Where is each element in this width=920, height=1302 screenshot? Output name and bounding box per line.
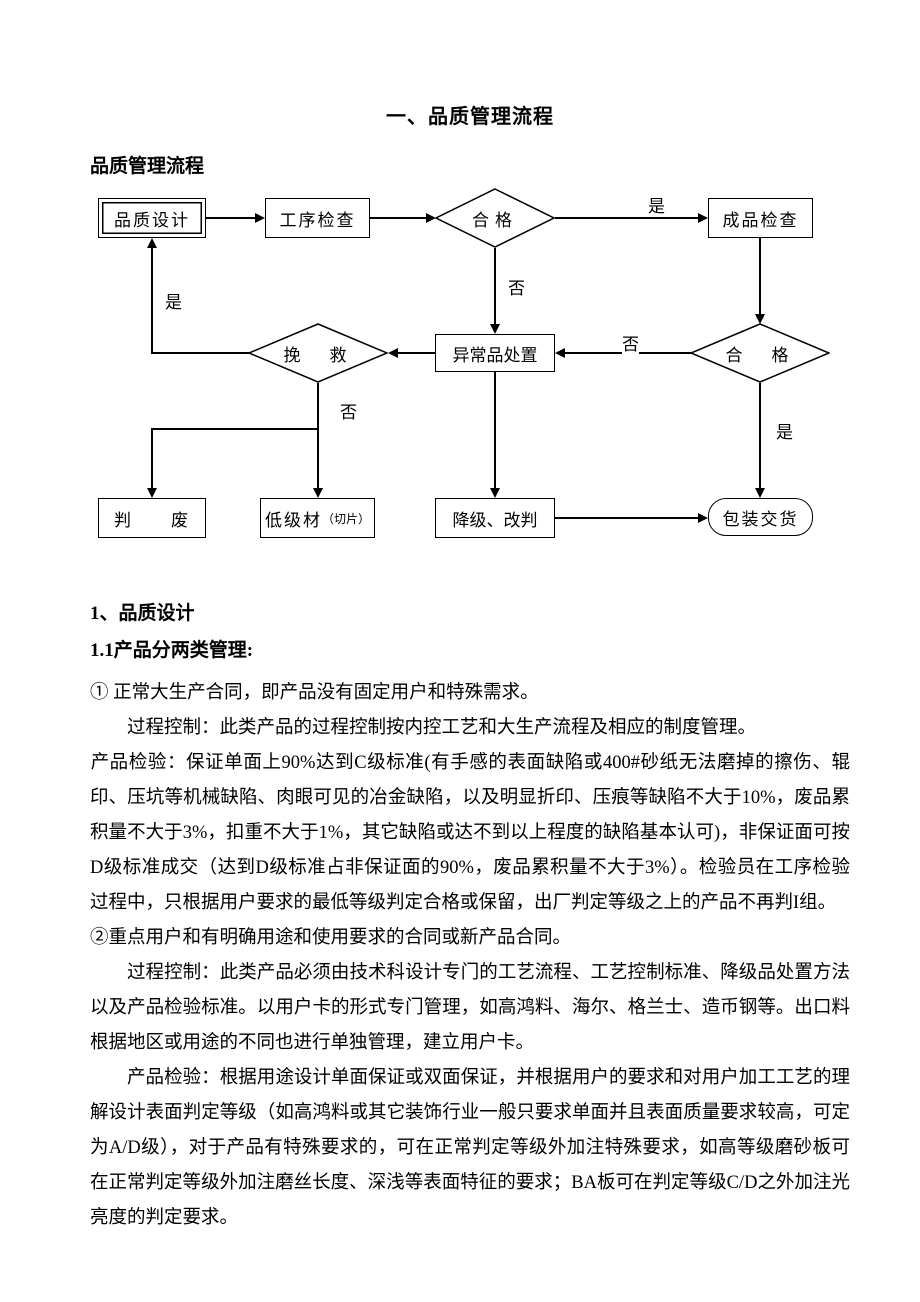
node-label: 降级、改判 — [453, 506, 538, 531]
arrow-head-icon — [490, 488, 500, 498]
node-label: 合格 — [472, 206, 518, 231]
section-heading-1-1: 1.1产品分两类管理: — [90, 635, 850, 662]
node-rescue: 挽 救 — [248, 323, 388, 383]
edge — [151, 352, 249, 354]
arrow-head-icon — [147, 488, 157, 498]
quality-flowchart: 品质设计 工序检查 合格 成品检查 挽 救 异常品处置 合 格 判 废 低级 — [90, 188, 850, 568]
paragraph: ① 正常大生产合同，即产品没有固定用户和特殊需求。 — [90, 676, 850, 711]
node-label: 包装交货 — [723, 505, 799, 530]
edge — [494, 372, 496, 490]
document-page: 一、品质管理流程 品质管理流程 品质设计 工序检查 合格 成品检查 挽 救 异常… — [0, 0, 920, 1296]
arrow-head-icon — [698, 513, 708, 523]
edge — [151, 248, 153, 353]
node-qualified-2: 合 格 — [690, 323, 830, 383]
node-process-check: 工序检查 — [265, 198, 370, 238]
arrow-head-icon — [755, 314, 765, 324]
edge — [151, 428, 318, 430]
node-label: 成品检查 — [723, 206, 799, 231]
node-downgrade: 降级、改判 — [435, 498, 555, 538]
node-label: 低级材 — [265, 506, 322, 531]
node-finished-check: 成品检查 — [708, 198, 813, 238]
edge — [151, 428, 153, 490]
paragraph: 产品检验：根据用途设计单面保证或双面保证，并根据用户的要求和对用户加工工艺的理解… — [90, 1061, 850, 1236]
paragraph: ②重点用户和有明确用途和使用要求的合同或新产品合同。 — [90, 921, 850, 956]
node-quality-design: 品质设计 — [98, 198, 206, 238]
edge-label-yes: 是 — [165, 288, 182, 313]
edge — [398, 352, 435, 354]
node-qualified-1: 合格 — [435, 188, 555, 248]
node-label: 工序检查 — [280, 206, 356, 231]
node-lowgrade: 低级材（切片） — [260, 498, 375, 538]
edge-label-no: 否 — [622, 330, 639, 355]
edge-label-no: 否 — [340, 398, 357, 423]
node-label: 异常品处置 — [453, 341, 538, 366]
edge — [759, 383, 761, 490]
paragraph: 过程控制：此类产品的过程控制按内控工艺和大生产流程及相应的制度管理。 — [90, 711, 850, 746]
arrow-head-icon — [698, 213, 708, 223]
edge — [206, 217, 256, 219]
arrow-head-icon — [555, 348, 565, 358]
flowchart-subtitle: 品质管理流程 — [90, 151, 850, 178]
edge — [555, 217, 699, 219]
edge — [317, 428, 319, 490]
node-abnormal-disposal: 异常品处置 — [435, 334, 555, 372]
arrow-head-icon — [388, 348, 398, 358]
node-scrap: 判 废 — [98, 498, 206, 538]
node-label: 判 废 — [114, 506, 190, 531]
section-heading-1: 1、品质设计 — [90, 598, 850, 625]
edge — [317, 383, 319, 428]
arrow-head-icon — [490, 324, 500, 334]
edge — [370, 217, 426, 219]
node-package-deliver: 包装交货 — [708, 498, 813, 536]
arrow-head-icon — [255, 213, 265, 223]
node-label-suffix: （切片） — [322, 510, 370, 527]
edge — [494, 248, 496, 325]
node-label: 挽 救 — [284, 341, 353, 366]
page-title: 一、品质管理流程 — [90, 100, 850, 129]
arrow-head-icon — [426, 213, 436, 223]
arrow-head-icon — [755, 488, 765, 498]
arrow-head-icon — [313, 488, 323, 498]
paragraph: 过程控制：此类产品必须由技术科设计专门的工艺流程、工艺控制标准、降级品处置方法以… — [90, 956, 850, 1061]
arrow-head-icon — [147, 238, 157, 248]
paragraph: 产品检验：保证单面上90%达到C级标准(有手感的表面缺陷或400#砂纸无法磨掉的… — [90, 746, 850, 921]
edge-label-yes: 是 — [648, 192, 665, 217]
node-label: 品质设计 — [114, 206, 190, 231]
edge-label-no: 否 — [508, 274, 525, 299]
edge — [555, 517, 699, 519]
paragraph-text: 产品检验：保证单面上90%达到C级标准(有手感的表面缺陷或400#砂纸无法磨掉的… — [90, 753, 850, 913]
node-label: 合 格 — [726, 341, 795, 366]
edge — [759, 238, 761, 315]
edge-label-yes: 是 — [776, 418, 793, 443]
